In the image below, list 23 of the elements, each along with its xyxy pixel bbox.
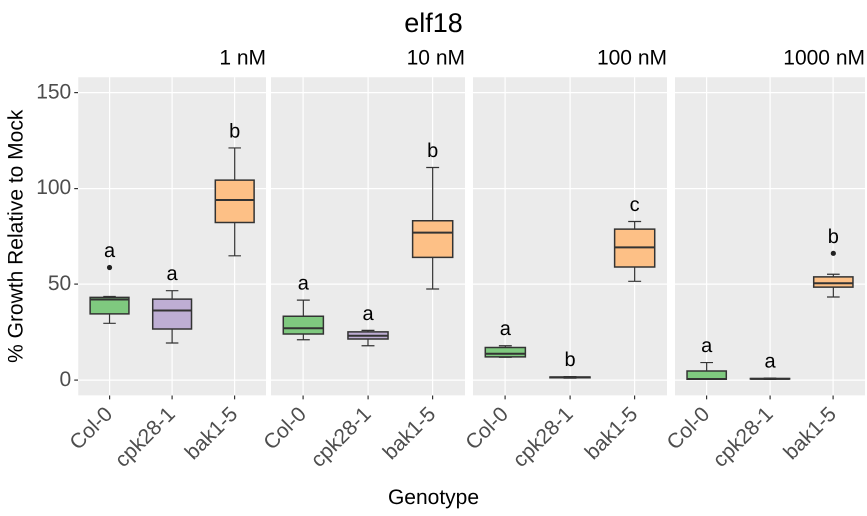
chart-subtitle: 100 nM (596, 46, 667, 70)
x-axis-title: Genotype (386, 486, 480, 510)
annotation: a (166, 263, 179, 286)
annotation: b (427, 140, 438, 162)
chart-subtitle: 10 nM (406, 46, 465, 70)
annotation: a (764, 350, 776, 373)
chart-subtitle: 1000 nM (783, 46, 865, 70)
annotation: a (104, 240, 116, 262)
y-tick-label: 50 (48, 272, 72, 295)
y-axis-title: % Growth Relative to Mock (4, 109, 28, 363)
annotation: a (500, 318, 512, 340)
annotation: a (701, 335, 714, 358)
annotation: b (828, 226, 839, 248)
y-tick-label: 0 (60, 368, 72, 391)
annotation: b (564, 349, 576, 372)
annotation: b (229, 120, 240, 142)
text: elf18 (403, 8, 464, 39)
y-tick-label: 150 (36, 80, 72, 104)
annotation: a (362, 302, 374, 325)
annotation: c (630, 194, 640, 216)
annotation: a (298, 272, 310, 295)
y-tick-label: 100 (36, 176, 72, 200)
chart-subtitle: 1 nM (219, 46, 266, 70)
